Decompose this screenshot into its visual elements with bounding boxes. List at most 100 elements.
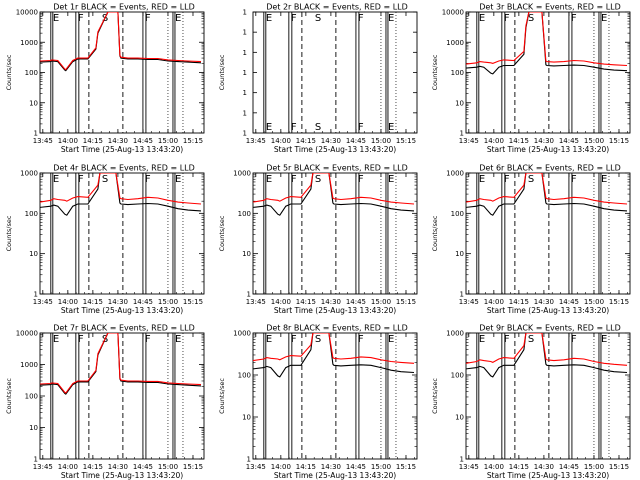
x-tick-label: 14:45 [346, 463, 366, 471]
x-tick-label: 15:15 [609, 137, 629, 145]
marker-label-s: S [315, 122, 321, 133]
marker-label-f: F [291, 13, 297, 24]
series-lld-line [466, 173, 628, 205]
x-tick-label: 14:30 [321, 463, 341, 471]
y-tick-label: 10 [455, 250, 464, 258]
x-tick-label: 15:00 [584, 298, 604, 306]
y-tick-label: 100 [238, 210, 251, 218]
y-tick-label: 100 [451, 372, 464, 380]
marker-label-f: F [145, 13, 151, 24]
x-tick-label: 14:00 [271, 298, 291, 306]
x-tick-label: 14:45 [559, 137, 579, 145]
y-axis-label: Counts/sec [431, 378, 439, 414]
y-tick-label: 10000 [16, 330, 38, 338]
y-tick-label: 1000 [233, 330, 251, 338]
x-tick-label: 14:30 [108, 298, 128, 306]
x-tick-label: 15:15 [609, 463, 629, 471]
series-lld-line [253, 333, 415, 364]
marker-label-e: E [175, 174, 181, 185]
x-tick-label: 15:00 [584, 137, 604, 145]
marker-label-f: F [291, 334, 297, 345]
marker-label-f: F [78, 13, 84, 24]
marker-label-e: E [388, 174, 394, 185]
y-axis-label: Counts/sec [5, 215, 13, 251]
x-tick-label: 14:00 [58, 463, 78, 471]
y-axis-label: Counts/sec [218, 54, 226, 90]
x-tick-label: 13:45 [459, 298, 479, 306]
x-tick-label: 15:00 [584, 463, 604, 471]
x-tick-label: 15:00 [158, 137, 178, 145]
marker-label-f: F [504, 174, 510, 185]
x-tick-label: 14:00 [484, 298, 504, 306]
x-tick-label: 15:15 [183, 463, 203, 471]
series-events-line [253, 333, 415, 378]
x-axis-label: Start Time (25-Aug-13 13:43:20) [274, 306, 396, 315]
x-tick-label: 14:00 [58, 137, 78, 145]
x-tick-label: 15:00 [371, 298, 391, 306]
y-tick-label: 10 [455, 99, 464, 107]
marker-label-f: F [358, 334, 364, 345]
y-tick-label: 1 [34, 291, 38, 299]
panel-title: Det 2r BLACK = Events, RED = LLD [266, 3, 408, 12]
x-tick-label: 14:30 [321, 137, 341, 145]
x-axis-label: Start Time (25-Aug-13 13:43:20) [61, 145, 183, 154]
panel-det-6: Det 6r BLACK = Events, RED = LLD Counts/s… [431, 164, 631, 315]
plot-frame [252, 332, 418, 460]
series-events-line [466, 173, 628, 216]
series-lld-line [466, 333, 628, 366]
x-tick-label: 14:30 [534, 137, 554, 145]
y-tick-label: 10 [29, 424, 38, 432]
series-events-line [40, 333, 202, 395]
marker-label-e: E [266, 13, 272, 24]
x-tick-label: 15:15 [396, 463, 416, 471]
y-tick-label: 100 [25, 393, 38, 401]
y-tick-label: 1000 [20, 361, 38, 369]
marker-label-s: S [315, 174, 321, 185]
y-tick-label: 10 [242, 414, 251, 422]
marker-label-f: F [358, 122, 364, 133]
series-lld-line [40, 12, 202, 71]
marker-label-f: F [571, 334, 577, 345]
y-tick-label: 1000 [20, 39, 38, 47]
plot-frame [465, 172, 631, 295]
x-tick-label: 14:00 [271, 463, 291, 471]
y-tick-label: 1000 [446, 330, 464, 338]
series-lld-line [253, 173, 415, 205]
x-tick-label: 14:00 [58, 298, 78, 306]
plot-frame [252, 172, 418, 295]
x-tick-label: 14:15 [509, 463, 529, 471]
x-tick-label: 14:45 [133, 298, 153, 306]
x-tick-label: 14:45 [133, 137, 153, 145]
y-tick-label: 100 [451, 210, 464, 218]
panel-title: Det 7r BLACK = Events, RED = LLD [53, 324, 195, 333]
marker-label-s: S [315, 334, 321, 345]
marker-label-f: F [291, 174, 297, 185]
marker-label-e: E [266, 122, 272, 133]
x-tick-label: 13:45 [246, 137, 266, 145]
x-tick-label: 14:45 [346, 137, 366, 145]
panel-title: Det 5r BLACK = Events, RED = LLD [266, 164, 408, 173]
x-tick-label: 13:45 [246, 463, 266, 471]
x-tick-label: 14:45 [346, 298, 366, 306]
y-tick-label: 10000 [16, 9, 38, 17]
plot-frame [465, 332, 631, 460]
y-tick-label: 1 [243, 89, 247, 97]
y-tick-label: 1 [34, 130, 38, 138]
x-tick-label: 15:15 [396, 298, 416, 306]
marker-label-e: E [479, 334, 485, 345]
marker-label-s: S [528, 13, 534, 24]
y-tick-label: 1 [243, 49, 247, 57]
y-tick-label: 100 [451, 69, 464, 77]
y-tick-label: 1000 [446, 170, 464, 178]
x-tick-label: 14:15 [83, 463, 103, 471]
marker-label-s: S [528, 174, 534, 185]
series-lld-line [466, 12, 628, 67]
x-tick-label: 15:15 [609, 298, 629, 306]
x-axis-label: Start Time (25-Aug-13 13:43:20) [61, 306, 183, 315]
x-tick-label: 14:15 [83, 137, 103, 145]
x-tick-label: 15:00 [371, 463, 391, 471]
